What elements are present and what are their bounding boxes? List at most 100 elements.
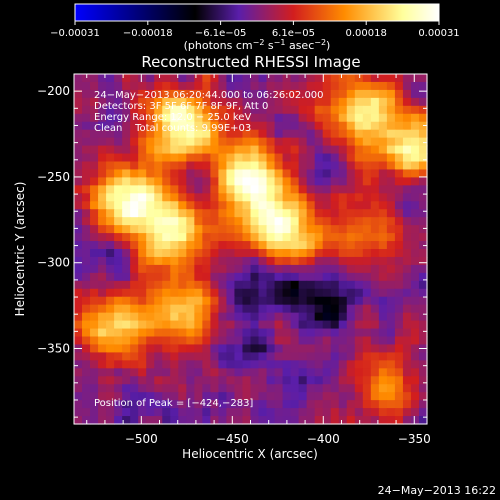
heatmap-cell — [378, 280, 388, 290]
heatmap-cell — [386, 249, 396, 258]
heatmap-cell — [242, 185, 252, 194]
heatmap-cell — [98, 408, 107, 417]
heatmap-cell — [186, 288, 195, 298]
heatmap-cell — [338, 201, 348, 210]
heatmap-cell — [194, 161, 203, 171]
heatmap-cell — [338, 161, 348, 171]
heatmap-cell — [314, 360, 324, 369]
heatmap-cell — [186, 408, 195, 417]
heatmap-cell — [346, 272, 356, 282]
heatmap-cell — [242, 129, 252, 139]
heatmap-cell — [394, 296, 404, 306]
heatmap-cell — [370, 280, 380, 290]
heatmap-cell — [346, 312, 356, 322]
heatmap-cell — [410, 249, 420, 258]
heatmap-cell — [242, 304, 252, 314]
heatmap-cell — [138, 408, 147, 417]
x-axis-ticks: −500 −450 −400 −350 — [86, 74, 431, 446]
heatmap-cell — [162, 256, 171, 266]
heatmap-cell — [394, 336, 404, 346]
heatmap-cell — [338, 129, 348, 139]
heatmap-cell — [266, 344, 276, 353]
heatmap-cell — [402, 384, 412, 393]
heatmap-cell — [314, 296, 324, 306]
heatmap-cell — [338, 193, 348, 202]
heatmap-cell — [306, 264, 316, 274]
heatmap-cell — [218, 137, 228, 147]
heatmap-cell — [130, 264, 139, 274]
heatmap-cell — [106, 153, 115, 163]
heatmap-cell — [370, 113, 380, 123]
heatmap-cell — [338, 408, 348, 417]
heatmap-cell — [314, 368, 324, 377]
heatmap-cell — [234, 74, 244, 83]
heatmap-cell — [114, 280, 123, 290]
heatmap-cell — [106, 74, 115, 83]
heatmap-cell — [82, 121, 91, 131]
heatmap-cell — [170, 408, 179, 417]
heatmap-cell — [282, 264, 292, 274]
heatmap-cell — [170, 376, 179, 385]
heatmap-cell — [410, 408, 420, 417]
heatmap-cell — [418, 368, 428, 377]
heatmap-cell — [218, 360, 228, 369]
heatmap-cell — [386, 288, 396, 298]
heatmap-cell — [394, 408, 404, 417]
heatmap-cell — [250, 336, 260, 346]
heatmap-cell — [346, 193, 356, 202]
heatmap-cell — [346, 304, 356, 314]
heatmap-cell — [98, 392, 107, 401]
heatmap-cell — [146, 89, 155, 99]
heatmap-cell — [290, 264, 300, 274]
heatmap-cell — [330, 81, 340, 91]
heatmap-cell — [154, 81, 163, 91]
heatmap-cell — [402, 241, 412, 250]
heatmap-cell — [290, 416, 300, 425]
heatmap-cell — [146, 344, 155, 353]
heatmap-cell — [218, 177, 228, 186]
heatmap-cell — [266, 352, 276, 361]
heatmap-cell — [178, 296, 187, 306]
heatmap-cell — [114, 105, 123, 115]
heatmap-cell — [250, 416, 260, 425]
heatmap-cell — [346, 408, 356, 417]
heatmap-cell — [314, 145, 324, 155]
heatmap-cell — [378, 193, 388, 202]
heatmap-cell — [338, 352, 348, 361]
heatmap-cell — [394, 352, 404, 361]
heatmap-cell — [98, 137, 107, 147]
heatmap-cell — [130, 129, 139, 139]
heatmap-cell — [250, 304, 260, 314]
heatmap-cell — [114, 392, 123, 401]
heatmap-cell — [98, 153, 107, 163]
heatmap-cell — [266, 97, 276, 107]
heatmap-cell — [106, 121, 115, 131]
heatmap-cell — [170, 320, 179, 330]
heatmap-cell — [346, 145, 356, 155]
heatmap-cell — [402, 129, 412, 139]
heatmap-cell — [370, 416, 380, 425]
heatmap-cell — [266, 304, 276, 314]
heatmap-cell — [98, 368, 107, 377]
heatmap-cell — [338, 169, 348, 178]
heatmap-cell — [258, 392, 268, 401]
heatmap-cell — [218, 209, 228, 218]
heatmap-cell — [306, 296, 316, 306]
heatmap-cell — [218, 400, 228, 409]
heatmap-cell — [226, 201, 236, 210]
heatmap-cell — [218, 233, 228, 242]
heatmap-cell — [378, 408, 388, 417]
heatmap-cell — [82, 249, 91, 258]
heatmap-cell — [266, 288, 276, 298]
heatmap-cell — [266, 320, 276, 330]
heatmap-cell — [74, 74, 83, 83]
heatmap-cell — [130, 201, 139, 210]
heatmap-cell — [186, 360, 195, 369]
heatmap-cell — [122, 400, 131, 409]
heatmap-cell — [330, 328, 340, 338]
heatmap-cell — [370, 328, 380, 338]
colorbar-tick-label: −6.1e−05 — [195, 28, 247, 39]
heatmap-cell — [154, 105, 163, 115]
heatmap-cell — [330, 384, 340, 393]
heatmap-cell — [370, 304, 380, 314]
